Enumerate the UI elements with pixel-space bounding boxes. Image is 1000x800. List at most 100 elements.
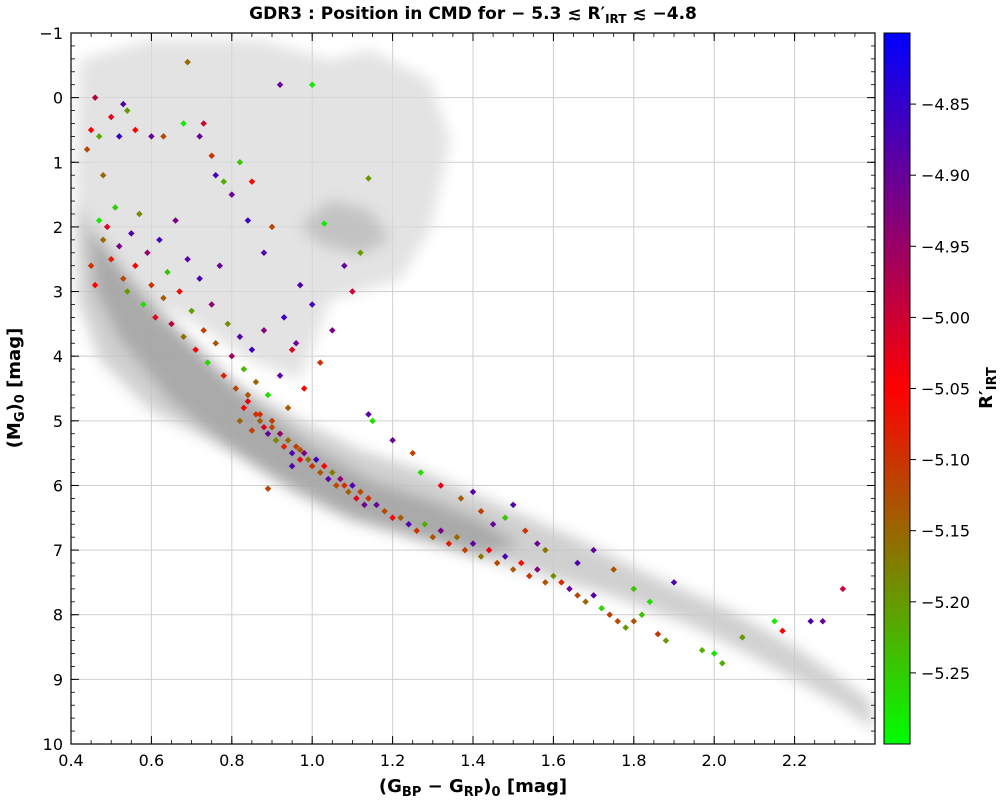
data-point: [312, 456, 320, 463]
data-point: [590, 546, 597, 554]
data-point: [638, 611, 646, 618]
data-point: [329, 469, 336, 476]
data-point: [268, 223, 276, 231]
data-point: [300, 449, 308, 457]
data-point: [353, 495, 360, 502]
data-point: [228, 352, 236, 360]
data-point: [268, 417, 276, 425]
y-tick-label: 3: [53, 283, 63, 302]
data-point: [566, 585, 573, 593]
data-point: [308, 301, 316, 308]
data-point: [200, 327, 207, 334]
data-point: [461, 546, 469, 554]
data-point: [421, 520, 429, 528]
data-point: [337, 475, 344, 483]
data-point: [349, 482, 356, 489]
data-point: [369, 417, 376, 425]
y-tick-label: 1: [53, 153, 63, 172]
data-point: [87, 262, 95, 269]
data-point: [148, 133, 155, 140]
data-point: [168, 320, 175, 328]
data-point: [276, 430, 284, 437]
data-point: [244, 217, 252, 224]
data-point: [453, 533, 461, 541]
colorbar-tick-label: −5.05: [921, 380, 970, 399]
colorbar-tick-label: −4.90: [921, 166, 970, 185]
field-star-density: [75, 40, 875, 730]
data-point: [517, 559, 525, 567]
colorbar-tick-label: −4.95: [921, 237, 970, 256]
star-points: [83, 58, 847, 667]
data-point: [212, 171, 219, 179]
data-point: [144, 249, 151, 257]
data-point: [103, 223, 111, 231]
data-point: [409, 449, 416, 457]
data-point: [389, 514, 396, 522]
data-point: [248, 427, 256, 434]
y-tick-label: 9: [53, 670, 63, 689]
data-point: [83, 146, 91, 153]
data-point: [292, 340, 300, 347]
data-point: [397, 514, 404, 522]
x-tick-label: 0.8: [219, 751, 244, 770]
data-point: [321, 462, 328, 470]
data-point: [91, 281, 99, 289]
x-tick-label: 1.0: [299, 751, 324, 770]
data-point: [477, 508, 485, 515]
data-point: [111, 204, 119, 211]
data-point: [272, 436, 280, 444]
data-point: [357, 249, 364, 257]
data-point: [140, 301, 147, 308]
y-tick-label: 5: [53, 412, 63, 431]
data-point: [256, 411, 264, 418]
data-point: [152, 314, 159, 321]
data-point: [172, 217, 179, 224]
data-point: [115, 133, 123, 140]
data-point: [457, 495, 465, 502]
data-point: [469, 488, 477, 496]
data-point: [252, 378, 260, 386]
data-point: [590, 592, 597, 599]
colorbar-tick-label: −5.15: [921, 522, 970, 541]
data-point: [99, 236, 107, 244]
x-tick-label: 1.8: [621, 751, 646, 770]
y-axis-label: (MG)0 [mag]: [4, 328, 28, 449]
data-point: [598, 605, 605, 612]
data-point: [212, 340, 219, 347]
data-point: [698, 647, 706, 654]
data-point: [160, 133, 167, 140]
data-point: [91, 94, 99, 101]
data-point: [264, 430, 272, 437]
data-point: [630, 617, 638, 625]
chart-title: GDR3 : Position in CMD for − 5.3 ≲ R′IRT…: [249, 4, 697, 26]
data-point: [316, 359, 324, 366]
data-point: [296, 281, 304, 289]
data-point: [534, 540, 541, 547]
data-point: [208, 152, 215, 160]
data-point: [296, 446, 304, 454]
data-point: [196, 133, 203, 140]
data-point: [244, 398, 252, 405]
data-point: [184, 58, 191, 66]
colorbar: [883, 32, 911, 745]
data-point: [248, 178, 256, 185]
data-point: [284, 436, 292, 444]
x-tick-label: 1.2: [380, 751, 405, 770]
data-point: [308, 462, 316, 470]
density-red-clump: [300, 200, 390, 255]
data-point: [654, 630, 662, 638]
data-point: [779, 627, 786, 635]
data-point: [232, 385, 240, 392]
colorbar-tick-label: −5.10: [921, 451, 970, 470]
data-point: [124, 107, 131, 114]
data-point: [288, 346, 296, 353]
y-tick-label: 4: [53, 347, 63, 366]
data-point: [381, 508, 388, 515]
density-core: [90, 230, 520, 555]
data-point: [361, 501, 368, 509]
data-point: [268, 424, 276, 431]
data-point: [160, 294, 167, 302]
data-point: [365, 175, 372, 182]
data-point: [630, 585, 638, 593]
data-point: [445, 540, 453, 547]
